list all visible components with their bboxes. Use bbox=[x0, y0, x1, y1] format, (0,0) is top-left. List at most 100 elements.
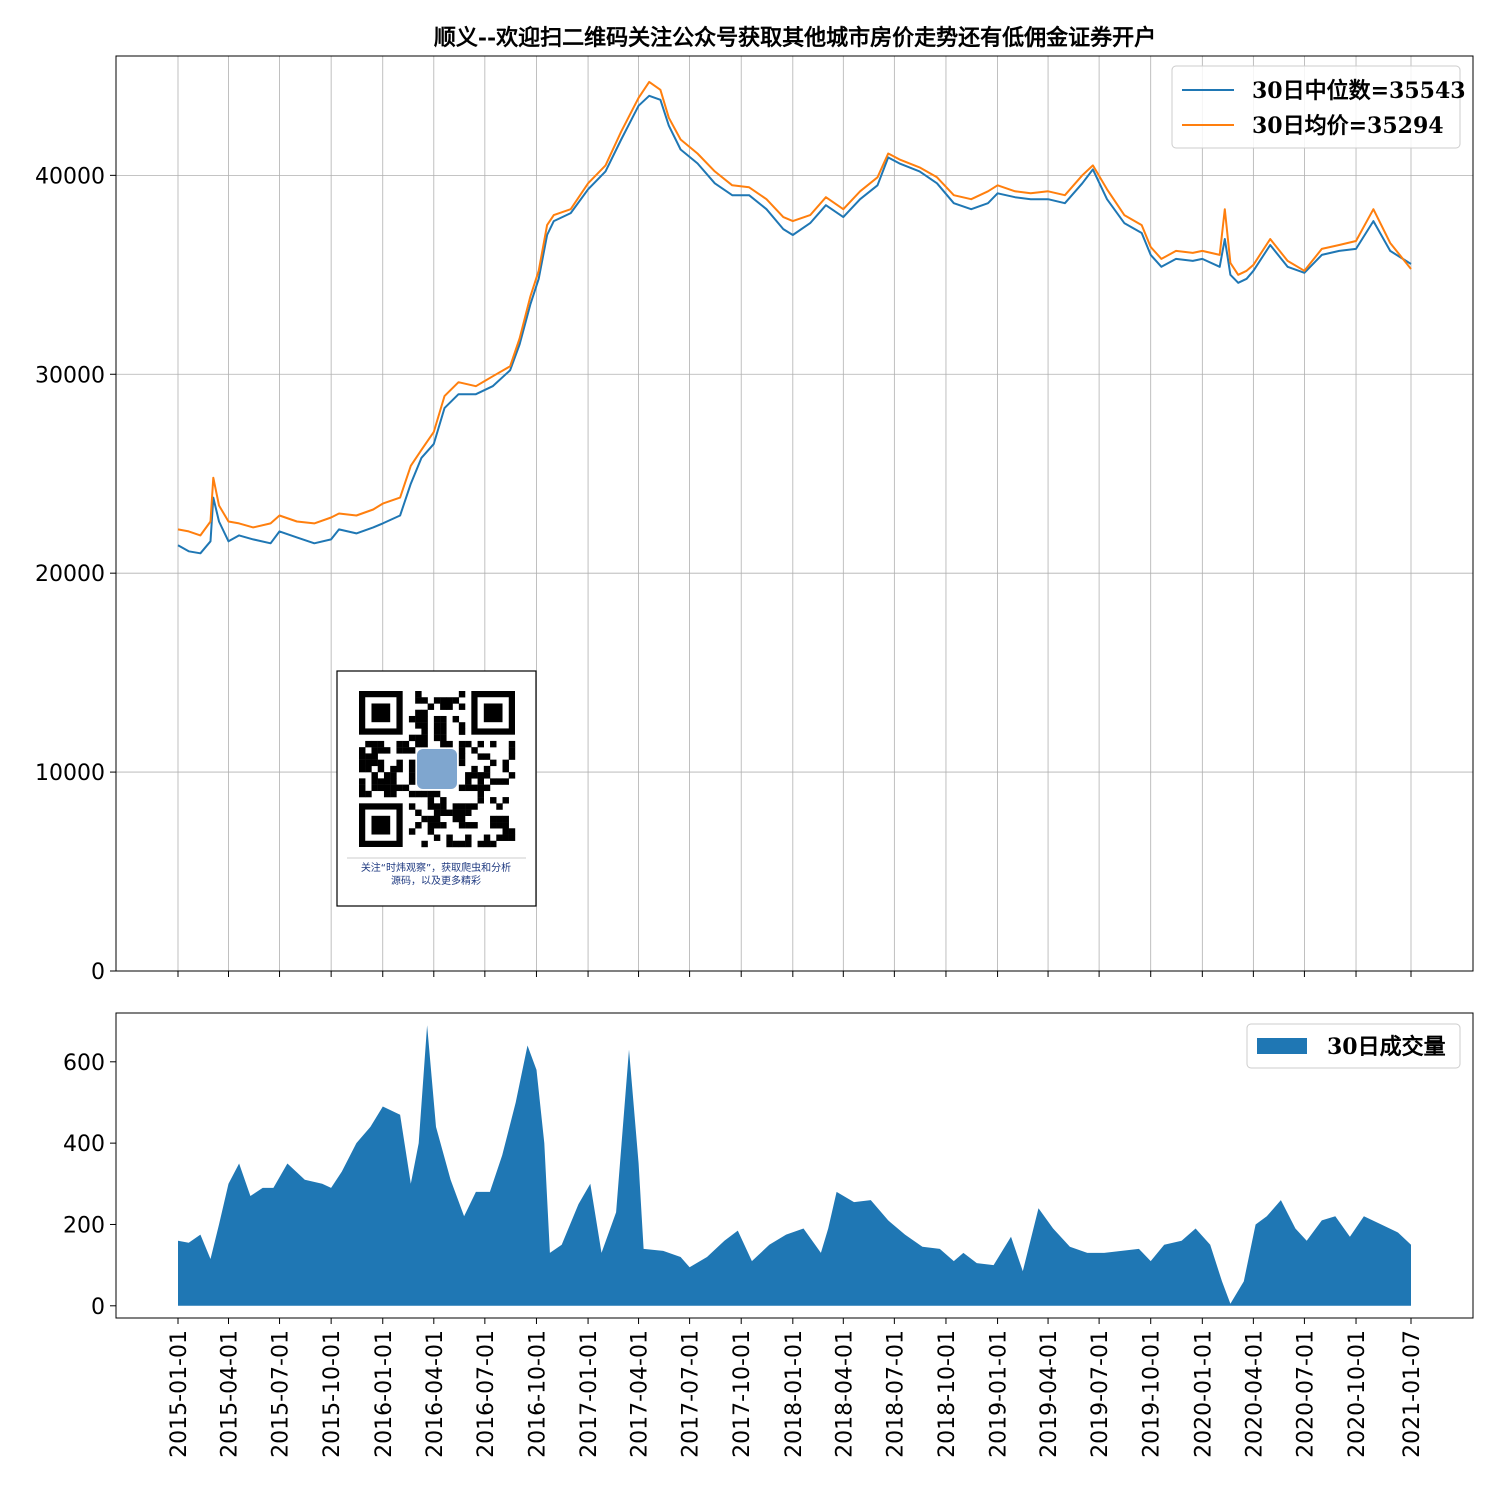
qr-module bbox=[483, 834, 491, 841]
x-tick-label: 2015-04-01 bbox=[217, 1330, 242, 1458]
chart-title: 顺义--欢迎扫二维码关注公众号获取其他城市房价走势还有低佣金证券开户 bbox=[434, 25, 1156, 51]
qr-module bbox=[377, 740, 385, 748]
qr-module bbox=[508, 834, 516, 841]
qr-module bbox=[452, 803, 460, 810]
qr-module bbox=[458, 803, 466, 810]
volume-legend-swatch bbox=[1257, 1038, 1307, 1054]
qr-module bbox=[446, 840, 453, 848]
qr-module bbox=[502, 765, 509, 773]
qr-module bbox=[396, 759, 403, 767]
qr-module bbox=[440, 728, 447, 735]
qr-module bbox=[502, 815, 509, 823]
qr-module bbox=[502, 797, 509, 804]
qr-module bbox=[446, 740, 453, 748]
qr-module bbox=[477, 840, 484, 848]
x-tick-label: 2018-07-01 bbox=[883, 1330, 908, 1458]
qr-module bbox=[458, 722, 466, 729]
x-tick-label: 2021-01-07 bbox=[1400, 1330, 1425, 1458]
volume-y-tick-label: 600 bbox=[63, 1051, 105, 1076]
volume-area bbox=[178, 1025, 1411, 1306]
qr-module bbox=[408, 790, 416, 798]
volume-y-tick-label: 200 bbox=[63, 1213, 105, 1238]
qr-module bbox=[427, 822, 435, 829]
qr-module bbox=[390, 765, 397, 773]
qr-module bbox=[427, 803, 435, 810]
x-tick-label: 2019-04-01 bbox=[1037, 1330, 1062, 1458]
qr-module bbox=[440, 734, 447, 742]
qr-module bbox=[421, 815, 428, 823]
qr-module bbox=[471, 822, 478, 829]
qr-module bbox=[446, 697, 453, 704]
qr-module bbox=[421, 790, 428, 798]
qr-module bbox=[452, 815, 460, 823]
qr-module bbox=[365, 740, 372, 748]
qr-module bbox=[383, 784, 391, 792]
x-tick-label: 2017-04-01 bbox=[628, 1330, 653, 1458]
qr-module bbox=[483, 753, 491, 760]
qr-module bbox=[415, 734, 422, 742]
qr-module bbox=[483, 784, 491, 792]
qr-module bbox=[415, 715, 422, 723]
qr-module bbox=[446, 703, 453, 710]
qr-module bbox=[496, 815, 503, 823]
qr-module bbox=[440, 715, 447, 723]
qr-module bbox=[415, 740, 422, 748]
x-tick-label: 2016-01-01 bbox=[372, 1330, 397, 1458]
qr-code-image bbox=[359, 691, 516, 848]
qr-module bbox=[421, 715, 428, 723]
qr-finder-inner bbox=[371, 703, 391, 723]
qr-module bbox=[465, 803, 472, 810]
qr-module bbox=[440, 740, 447, 748]
qr-module bbox=[421, 709, 428, 717]
qr-module bbox=[440, 703, 447, 710]
qr-module bbox=[371, 784, 378, 792]
qr-module bbox=[433, 722, 441, 729]
qr-module bbox=[365, 753, 372, 760]
qr-module bbox=[458, 809, 466, 816]
volume-y-tick-label: 400 bbox=[63, 1132, 105, 1157]
qr-module bbox=[502, 834, 509, 841]
qr-module bbox=[415, 809, 422, 816]
qr-module bbox=[408, 828, 416, 835]
qr-module bbox=[458, 753, 466, 760]
qr-module bbox=[421, 734, 428, 742]
qr-module bbox=[465, 822, 472, 829]
qr-module bbox=[446, 834, 453, 841]
qr-module bbox=[483, 765, 491, 773]
qr-module bbox=[446, 809, 453, 816]
x-tick-label: 2019-07-01 bbox=[1088, 1330, 1113, 1458]
qr-module bbox=[465, 778, 472, 785]
qr-module bbox=[377, 747, 385, 754]
qr-module bbox=[433, 834, 441, 841]
qr-module bbox=[415, 790, 422, 798]
qr-module bbox=[458, 740, 466, 748]
x-tick-label: 2019-10-01 bbox=[1140, 1330, 1165, 1458]
volume-legend-label: 30日成交量 bbox=[1327, 1034, 1446, 1060]
qr-module bbox=[427, 790, 435, 798]
qr-module bbox=[458, 815, 466, 823]
x-tick-label: 2020-04-01 bbox=[1242, 1330, 1267, 1458]
volume-chart-frame bbox=[115, 1012, 1474, 1319]
qr-module bbox=[371, 747, 378, 754]
qr-module bbox=[477, 772, 484, 779]
qr-avatar bbox=[417, 749, 457, 789]
qr-module bbox=[408, 734, 416, 742]
qr-module bbox=[377, 784, 385, 792]
qr-module bbox=[465, 834, 472, 841]
qr-module bbox=[365, 765, 372, 773]
qr-module bbox=[452, 809, 460, 816]
mean-price-line bbox=[177, 80, 1412, 537]
qr-module bbox=[483, 840, 491, 848]
qr-module bbox=[440, 722, 447, 729]
qr-module bbox=[508, 753, 516, 760]
qr-module bbox=[396, 765, 403, 773]
x-tick-label: 2016-07-01 bbox=[474, 1330, 499, 1458]
qr-module bbox=[408, 747, 416, 754]
qr-finder-inner bbox=[483, 703, 503, 723]
volume-chart-x-axis: 2015-01-01 2015-04-01 2015-07-01 2015-10-01… bbox=[167, 1318, 1425, 1458]
qr-module bbox=[408, 765, 416, 773]
qr-module bbox=[371, 740, 378, 748]
qr-finder-inner bbox=[371, 815, 391, 835]
volume-chart-y-axis: 0 200 400 600 bbox=[63, 1051, 116, 1320]
